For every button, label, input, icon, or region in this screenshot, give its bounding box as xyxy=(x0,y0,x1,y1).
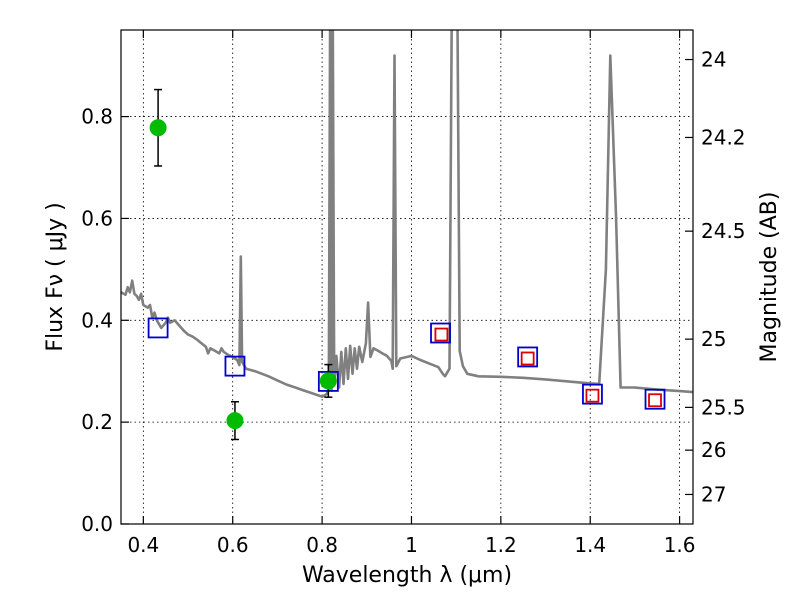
model-photometry-marker xyxy=(582,383,603,405)
x-tick-label: 0.4 xyxy=(127,533,159,557)
observed-point xyxy=(226,412,244,430)
right-tick-label: 25 xyxy=(701,327,726,351)
observed-point xyxy=(149,119,167,137)
grid-lines xyxy=(121,30,693,524)
y-tick-label: 0.4 xyxy=(81,308,113,332)
y-tick-label: 0.6 xyxy=(81,206,113,230)
right-tick-label: 24.5 xyxy=(701,219,746,243)
x-axis-label: Wavelength λ (μm) xyxy=(302,563,512,588)
x-tick-label: 0.6 xyxy=(217,533,249,557)
y-axis-label-right: Magnitude (AB) xyxy=(757,192,782,363)
right-tick-label: 25.5 xyxy=(701,395,746,419)
x-tick-label: 1.2 xyxy=(485,533,517,557)
model-photometry-marker xyxy=(147,317,169,339)
x-tick-label: 1 xyxy=(405,533,418,557)
nir-photometry-marker xyxy=(520,351,535,366)
y-tick-label: 0.2 xyxy=(81,410,113,434)
plot-frame xyxy=(120,29,694,525)
x-tick-label: 1.6 xyxy=(664,533,696,557)
right-tick-label: 27 xyxy=(701,482,726,506)
x-tick-label: 0.8 xyxy=(306,533,338,557)
model-photometry-marker xyxy=(224,355,246,377)
model-photometry-marker xyxy=(430,322,451,344)
spectrum-line xyxy=(121,30,693,398)
model-photometry-marker xyxy=(517,346,539,368)
model-photometry-marker xyxy=(644,388,666,410)
nir-photometry-marker xyxy=(434,327,449,342)
observed-point xyxy=(319,372,337,390)
plot-area xyxy=(121,30,693,441)
right-tick-label: 26 xyxy=(701,438,726,462)
nir-photometry-marker xyxy=(648,393,662,408)
right-tick-label: 24.2 xyxy=(701,125,746,149)
x-tick-label: 1.4 xyxy=(574,533,606,557)
axis-ticks: 0.4 0.6 0.8 1 1.2 1.4 1.6 0.0 0.2 0.4 0.6 0.8 24 24.2… xyxy=(81,30,746,557)
right-tick-label: 24 xyxy=(701,48,726,72)
y-tick-label: 0.0 xyxy=(81,512,113,536)
y-tick-label: 0.8 xyxy=(81,105,113,129)
nir-photometry-marker xyxy=(585,388,600,403)
y-axis-label-left: Flux Fν ( μJy ) xyxy=(43,202,68,351)
